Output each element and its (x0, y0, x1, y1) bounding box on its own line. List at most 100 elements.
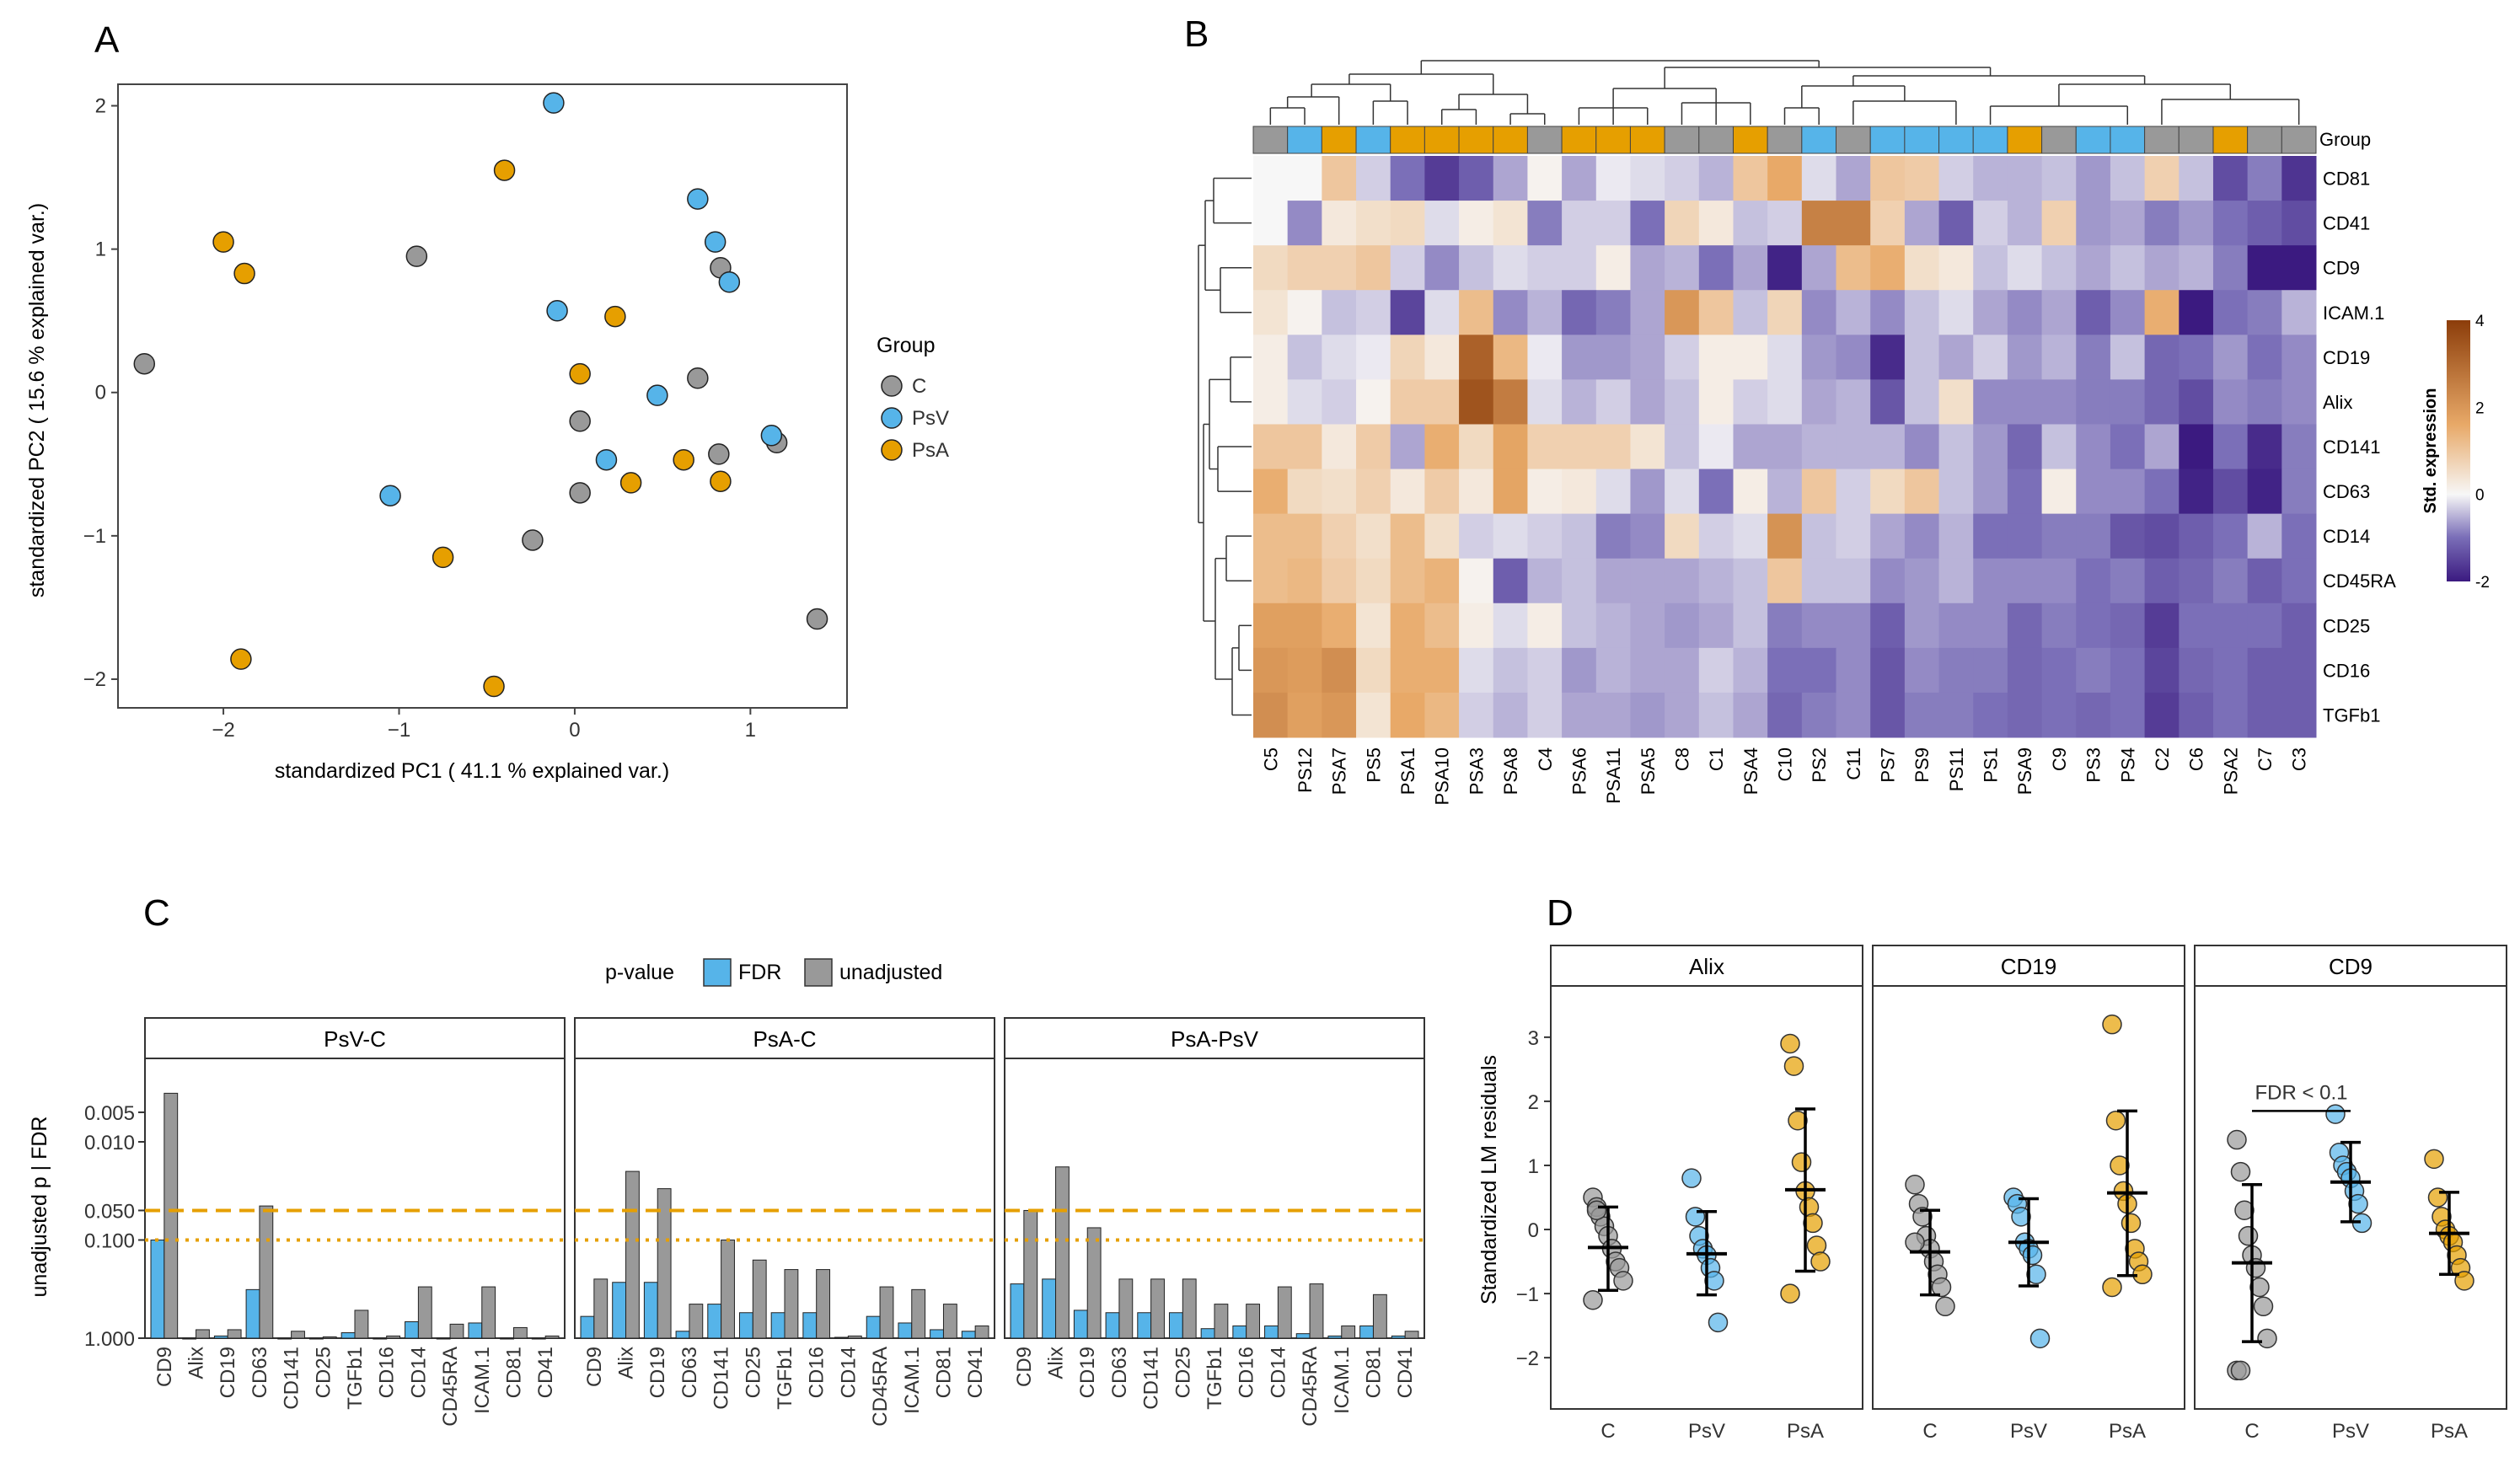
heatmap-cell (1698, 558, 1734, 604)
heatmap-cell (2041, 245, 2077, 291)
panel-label-c: C (143, 892, 170, 934)
heatmap-cell (1595, 424, 1631, 470)
heatmap-legend-tick: 0 (2475, 487, 2485, 505)
pvalue-facet-title: PsA-PsV (1171, 1026, 1259, 1052)
heatmap-column-label: PS5 (1363, 747, 1384, 783)
heatmap-cell (1562, 692, 1597, 738)
residual-point-c (1613, 1271, 1633, 1291)
heatmap-cell (1322, 424, 1357, 470)
heatmap-cell (2247, 335, 2282, 380)
heatmap-cell (1973, 201, 2008, 246)
pvalue-bar-unadjusted (625, 1170, 640, 1339)
heatmap-cell (1562, 335, 1597, 380)
heatmap-cell (1253, 335, 1289, 380)
heatmap-cell (1356, 424, 1391, 470)
pca-y-axis-label: standardized PC2 ( 15.6 % explained var.… (25, 203, 49, 597)
heatmap-cell (1424, 558, 1460, 604)
heatmap-cell (2281, 335, 2317, 380)
heatmap-cell (1459, 156, 1494, 201)
heatmap-cell (1287, 335, 1322, 380)
pvalue-category-label: ICAM.1 (901, 1347, 924, 1414)
pvalue-bar-fdr (340, 1332, 356, 1339)
heatmap-cell (2110, 156, 2146, 201)
heatmap-group-cell-psv (1938, 126, 1974, 154)
heatmap-row-label: CD141 (2323, 437, 2380, 458)
heatmap-column-label: C4 (1535, 747, 1556, 771)
heatmap-cell (1836, 424, 1871, 470)
heatmap-cell (1665, 424, 1700, 470)
heatmap-cell (1870, 647, 1906, 694)
heatmap-cell (1527, 603, 1563, 649)
heatmap-cell (1698, 245, 1734, 291)
pca-point-psv (718, 271, 741, 293)
heatmap-cell (2281, 558, 2317, 604)
pca-point-psv (687, 188, 709, 210)
pca-point-psa (569, 362, 591, 385)
pca-point-c (405, 245, 428, 267)
residual-point-psa (2110, 1155, 2130, 1176)
heatmap-cell (2007, 290, 2043, 335)
heatmap-cell (1493, 424, 1528, 470)
heatmap-cell (1801, 245, 1837, 291)
pvalue-bar-fdr (436, 1337, 451, 1340)
heatmap-column-label: C9 (2049, 747, 2070, 771)
residuals-y-tick-label: 1 (1528, 1155, 1539, 1178)
heatmap-group-cell-c (2281, 126, 2317, 154)
pvalue-bar-unadjusted (322, 1336, 337, 1339)
heatmap-cell (1527, 201, 1563, 246)
heatmap-cell (1836, 156, 1871, 201)
heatmap-cell (2212, 424, 2249, 470)
heatmap-cell (1390, 201, 1425, 246)
pvalue-category-label: TGFb1 (774, 1347, 796, 1410)
heatmap-cell (1870, 603, 1906, 649)
heatmap-cell (2212, 245, 2249, 291)
heatmap-cell (1595, 335, 1631, 380)
residual-x-tick-label: C (1922, 1420, 1937, 1443)
heatmap-cell (1870, 379, 1906, 425)
pvalue-facet-title: PsV-C (324, 1026, 386, 1052)
heatmap-group-cell-psa (1493, 126, 1528, 154)
pvalue-bar-fdr (707, 1304, 722, 1339)
pvalue-bar-fdr (308, 1337, 324, 1340)
pvalue-bar-unadjusted (1055, 1166, 1070, 1339)
heatmap-legend-tick: 4 (2475, 313, 2485, 330)
pvalue-category-label: CD14 (407, 1347, 430, 1398)
residual-point-c (1905, 1175, 1925, 1195)
pca-x-tick-label: −2 (212, 719, 234, 742)
pvalue-category-label: TGFb1 (1204, 1347, 1226, 1410)
pvalue-facet-strip (574, 1017, 995, 1059)
residual-point-psa (1806, 1235, 1827, 1256)
heatmap-cell (1287, 647, 1322, 694)
pvalue-bar-fdr (1073, 1310, 1088, 1339)
pca-point-c (569, 482, 591, 504)
heatmap-cell (1322, 245, 1357, 291)
heatmap-cell (1459, 424, 1494, 470)
heatmap-cell (1322, 156, 1357, 201)
pvalue-bar-unadjusted (816, 1269, 831, 1339)
heatmap-group-cell-psv (1869, 126, 1906, 154)
pvalue-y-tick-label: 1.000 (84, 1328, 135, 1351)
residual-x-tick-label: PsV (2332, 1420, 2369, 1443)
heatmap-cell (1904, 647, 1940, 694)
pca-y-tick-label: −1 (83, 525, 106, 548)
heatmap-cell (1287, 245, 1322, 291)
pvalue-bar-fdr (675, 1331, 690, 1339)
heatmap-cell (2110, 692, 2146, 738)
heatmap-cell (2076, 647, 2111, 694)
pvalue-bar-fdr (1168, 1312, 1183, 1339)
heatmap-cell (1801, 290, 1837, 335)
heatmap-column-label: PSA7 (1329, 747, 1350, 795)
heatmap-cell (1767, 156, 1803, 201)
pvalue-bar-fdr (1295, 1333, 1311, 1339)
heatmap-cell (1733, 290, 1768, 335)
heatmap-cell (2144, 603, 2180, 649)
pvalue-bar-unadjusted (1341, 1325, 1356, 1339)
residuals-facet-title: Alix (1689, 954, 1724, 979)
heatmap-cell (1356, 156, 1391, 201)
pca-point-psa (710, 470, 732, 492)
heatmap-cell (1767, 201, 1803, 246)
heatmap-column-label: C8 (1671, 747, 1692, 771)
heatmap-cell (1938, 469, 1974, 515)
heatmap-cell (2041, 156, 2077, 201)
pvalue-bar-fdr (1010, 1283, 1025, 1339)
